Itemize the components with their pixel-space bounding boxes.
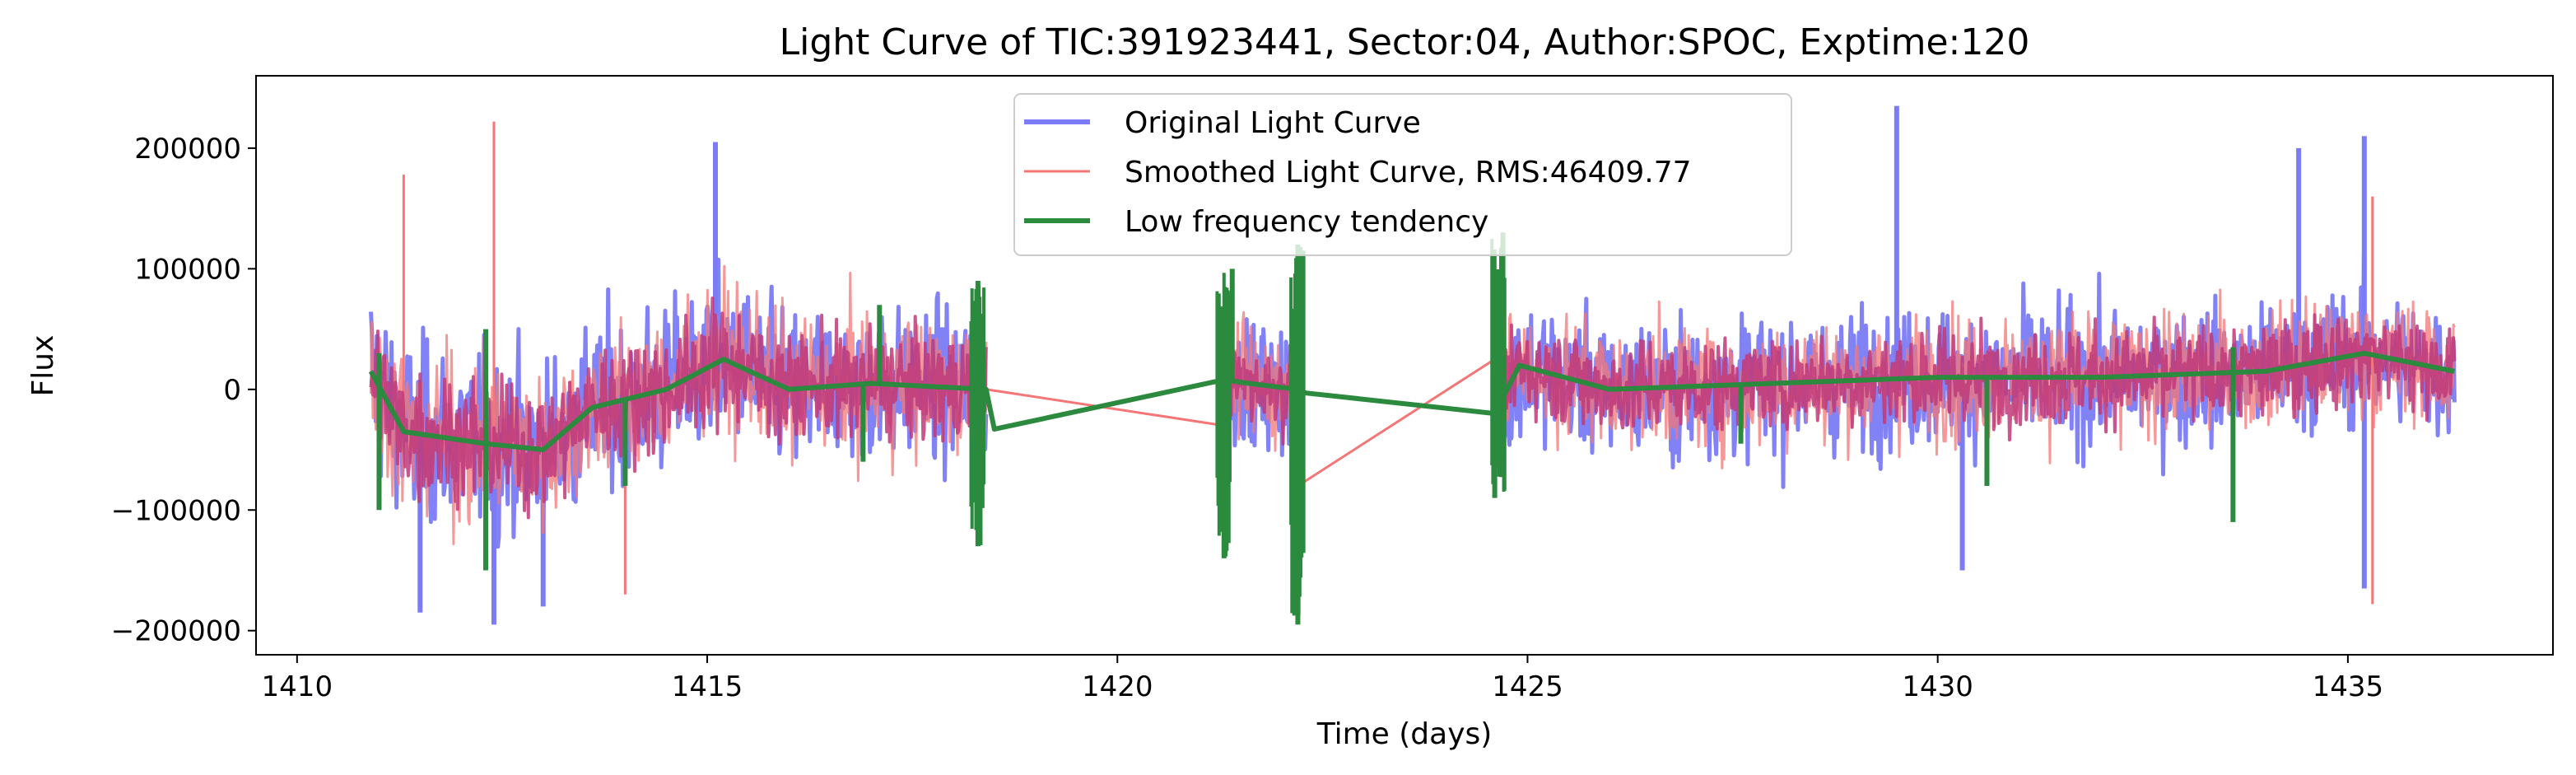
y-tick-label: 0 <box>223 374 241 407</box>
overlap-core-segment-1 <box>369 296 988 520</box>
x-tick-label: 1425 <box>1492 670 1563 703</box>
x-axis-label: Time (days) <box>1316 717 1493 751</box>
y-tick-label: 200000 <box>134 133 241 166</box>
overlap-core-segment-3 <box>1493 313 2457 469</box>
y-tick-label: 100000 <box>134 253 241 286</box>
x-tick-label: 1410 <box>262 670 333 703</box>
legend: Original Light Curve Smoothed Light Curv… <box>1013 93 1792 256</box>
series-layer <box>368 105 2457 625</box>
y-tick-label: −200000 <box>111 615 241 648</box>
smoothed-bridge-2 <box>1297 357 1496 488</box>
x-tick-label: 1435 <box>2313 670 2384 703</box>
y-tick-label: −100000 <box>111 494 241 527</box>
legend-label-original: Original Light Curve <box>1125 106 1421 140</box>
legend-box <box>1013 93 1792 256</box>
chart-title: Light Curve of TIC:391923441, Sector:04,… <box>780 21 2030 63</box>
y-axis-label: Flux <box>26 335 60 397</box>
legend-label-smoothed: Smoothed Light Curve, RMS:46409.77 <box>1125 156 1692 189</box>
legend-label-trend: Low frequency tendency <box>1125 205 1488 239</box>
trend-line <box>368 350 2455 452</box>
x-axis: 1410 1415 1420 1425 1430 1435 <box>262 655 2384 703</box>
x-tick-label: 1430 <box>1902 670 1973 703</box>
x-tick-label: 1415 <box>672 670 743 703</box>
plot-frame <box>255 75 2554 656</box>
overlap-core-segment-2 <box>1222 327 1300 446</box>
y-axis: −200000 −100000 0 100000 200000 <box>111 133 256 648</box>
x-tick-label: 1420 <box>1082 670 1153 703</box>
